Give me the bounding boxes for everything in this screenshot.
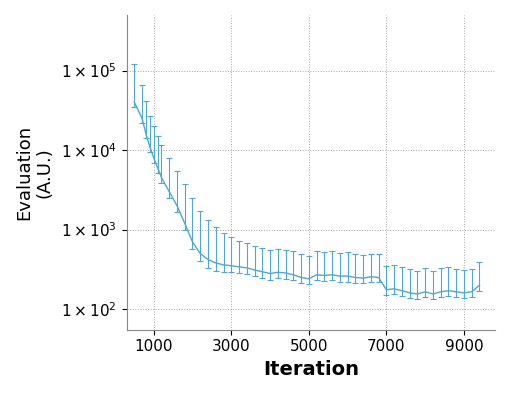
X-axis label: Iteration: Iteration xyxy=(262,360,358,379)
Y-axis label: Evaluation
(A.U.): Evaluation (A.U.) xyxy=(15,125,53,220)
